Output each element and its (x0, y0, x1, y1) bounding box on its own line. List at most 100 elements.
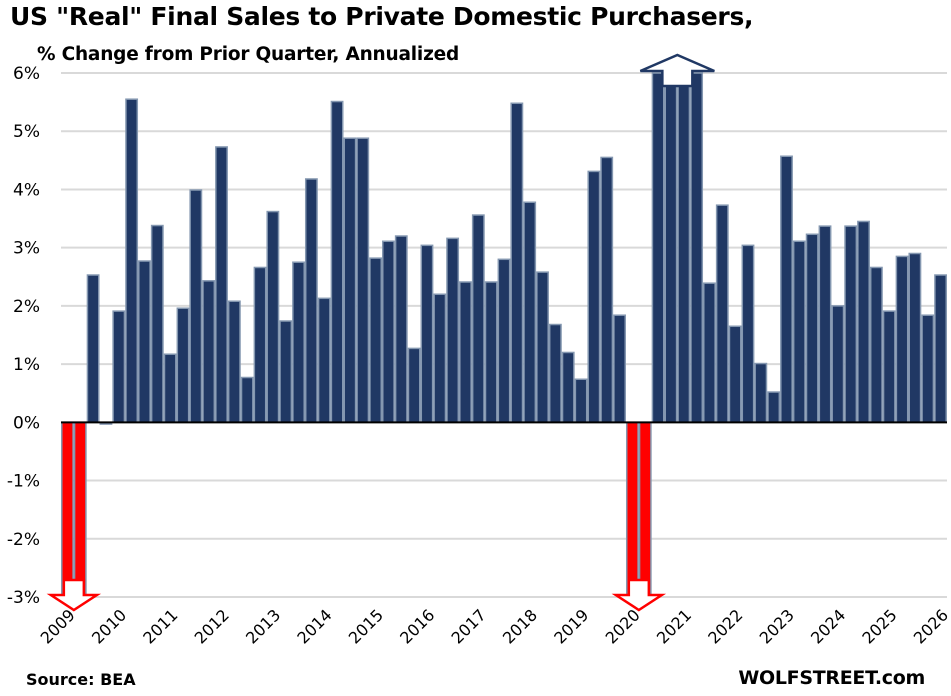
bars (61, 72, 948, 598)
bar (767, 391, 781, 424)
y-axis-ticks: 6% 5% 4% 3% 2% 1% 0% -1% -2% -3% (7, 64, 40, 608)
y-tick-label: -2% (7, 530, 40, 550)
bar (215, 146, 228, 424)
bar (86, 274, 100, 424)
x-tick-label: 2009 (37, 605, 79, 647)
bar (536, 271, 549, 424)
bar (253, 266, 267, 424)
bar (446, 237, 460, 424)
bar (805, 233, 819, 424)
bar (484, 281, 498, 424)
bar (728, 325, 742, 424)
bar (150, 224, 164, 424)
clip-arrows (46, 53, 715, 612)
x-tick-label: 2010 (88, 605, 130, 647)
bar (921, 314, 935, 424)
up-arrow-icon (639, 53, 715, 88)
bar (304, 178, 318, 424)
x-tick-label: 2019 (550, 605, 592, 647)
bar (227, 300, 241, 424)
bar (741, 244, 755, 424)
bar (613, 314, 626, 424)
bar (600, 156, 614, 424)
bar (73, 421, 87, 598)
y-tick-label: 4% (13, 180, 40, 200)
chart-subtitle: % Change from Prior Quarter, Annualized (37, 44, 460, 65)
source-label: Source: BEA (26, 670, 136, 689)
x-tick-label: 2016 (396, 605, 438, 647)
bar (908, 252, 922, 424)
x-tick-label: 2011 (139, 605, 181, 647)
bar (754, 362, 768, 424)
x-tick-label: 2023 (756, 605, 798, 647)
x-tick-label: 2022 (704, 605, 746, 647)
chart-title: US "Real" Final Sales to Private Domesti… (10, 2, 754, 31)
bar (792, 240, 806, 424)
bar (61, 421, 74, 598)
bar (844, 225, 858, 424)
x-tick-label: 2012 (191, 605, 233, 647)
bar (780, 155, 793, 424)
bar (625, 421, 639, 598)
bar (882, 310, 896, 424)
bar (703, 282, 716, 424)
bar (317, 297, 331, 424)
y-tick-label: 0% (13, 413, 40, 433)
bar (497, 258, 511, 424)
bar (638, 421, 652, 598)
bar (548, 323, 562, 424)
bar (831, 305, 845, 424)
y-tick-label: -1% (7, 472, 40, 492)
brand-label: WOLFSTREET.com (738, 667, 925, 689)
bar (651, 72, 665, 424)
bar (895, 255, 909, 424)
bar (189, 189, 203, 424)
bar (869, 266, 883, 424)
bar (818, 225, 832, 424)
bar (857, 220, 870, 424)
bar (664, 72, 678, 424)
y-tick-label: -3% (7, 588, 40, 608)
bar (715, 204, 729, 424)
y-tick-label: 6% (13, 64, 40, 84)
x-tick-label: 2014 (293, 605, 335, 647)
bar (394, 235, 408, 424)
down-arrow-icon (46, 578, 102, 612)
bar (523, 201, 537, 424)
bar (561, 351, 575, 424)
down-arrow-icon (611, 578, 667, 612)
bar (677, 72, 691, 424)
bar (587, 170, 601, 424)
x-tick-label: 2017 (447, 605, 489, 647)
bar (292, 261, 305, 424)
x-axis-ticks: 2009 2010 2011 2012 2013 2014 2015 2016 2017 2018… (37, 605, 951, 647)
x-tick-label: 2020 (602, 605, 644, 647)
bar (420, 244, 434, 424)
bar (369, 257, 383, 424)
bar (934, 274, 948, 424)
bar (471, 214, 485, 424)
bar (459, 281, 472, 424)
x-tick-label: 2015 (345, 605, 387, 647)
bar (574, 378, 588, 424)
bar (690, 72, 704, 424)
bar (163, 353, 177, 424)
y-tick-label: 2% (13, 297, 40, 317)
y-tick-label: 3% (13, 239, 40, 259)
x-tick-label: 2026 (910, 605, 951, 647)
x-tick-label: 2025 (858, 605, 900, 647)
bar (343, 137, 357, 424)
x-tick-label: 2021 (653, 605, 695, 647)
x-tick-label: 2018 (499, 605, 541, 647)
x-tick-label: 2024 (807, 605, 849, 647)
y-tick-label: 5% (13, 122, 40, 142)
y-tick-label: 1% (13, 355, 40, 375)
bar (176, 307, 190, 424)
bar (125, 98, 139, 424)
bar (279, 320, 293, 424)
bar (382, 240, 395, 424)
bar (356, 137, 370, 424)
bar (510, 102, 524, 424)
bar (112, 310, 126, 424)
